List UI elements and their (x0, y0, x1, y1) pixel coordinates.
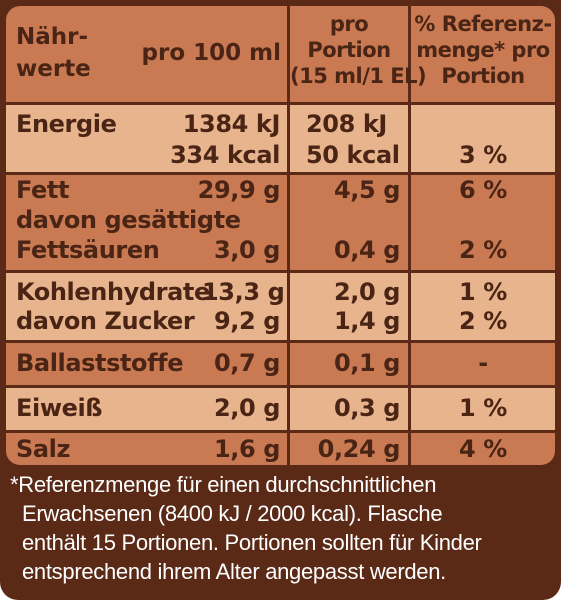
header-pro-100ml: pro 100 ml (141, 40, 281, 66)
energie-portion-kcal: 50 kcal (306, 141, 400, 169)
kohlenhydrate-ri: 1 % (459, 278, 507, 306)
kohlenhydrate-per100: 13,3 g (202, 278, 285, 306)
header-werte: werte (16, 56, 91, 82)
energie-per100-kj: 1384 kJ (182, 110, 281, 138)
zucker-portion: 1,4 g (333, 307, 400, 335)
salz-per100: 1,6 g (213, 435, 280, 463)
kohlenhydrate-band (6, 273, 555, 340)
nutrition-table: Nähr- werte pro 100 ml pro Portion (15 m… (6, 6, 555, 465)
kohlenhydrate-label: Kohlenhydrate (16, 278, 210, 306)
header-band (6, 6, 555, 102)
eiweiss-per100: 2,0 g (213, 394, 280, 422)
header-referenz: % Referenz- (414, 12, 552, 36)
header-portion: Portion (307, 38, 391, 62)
salz-band (6, 433, 555, 465)
gesaettigt-label-1: davon gesättigte (16, 206, 241, 234)
column-divider (408, 6, 411, 465)
salz-label: Salz (16, 435, 71, 463)
energie-band (6, 105, 555, 172)
ballaststoffe-portion: 0,1 g (333, 349, 400, 377)
ballaststoffe-label: Ballaststoffe (16, 349, 184, 377)
salz-portion: 0,24 g (317, 435, 401, 463)
gesaettigt-ri: 2 % (459, 236, 507, 264)
eiweiss-label: Eiweiß (16, 394, 103, 422)
header-portion-size: (15 ml/1 EL) (290, 64, 427, 88)
energie-portion-kj: 208 kJ (306, 110, 387, 138)
fett-band (6, 175, 555, 270)
eiweiss-band (6, 388, 555, 430)
kohlenhydrate-portion: 2,0 g (333, 278, 400, 306)
eiweiss-ri: 1 % (459, 394, 507, 422)
footnote: *Referenzmenge für einen durchschnittlic… (10, 470, 555, 586)
gesaettigt-portion: 0,4 g (333, 236, 400, 264)
header-portion-ri: Portion (441, 64, 525, 88)
header-menge-pro: menge* pro (416, 38, 550, 62)
ballaststoffe-ri: - (478, 349, 488, 377)
fett-label: Fett (16, 176, 70, 204)
footnote-line: Erwachsenen (8400 kJ / 2000 kcal). Flasc… (22, 501, 443, 526)
footnote-line: entsprechend ihrem Alter angepasst werde… (22, 559, 446, 584)
fett-ri: 6 % (459, 176, 507, 204)
gesaettigt-label-2: Fettsäuren (16, 236, 160, 264)
zucker-label: davon Zucker (16, 307, 195, 335)
footnote-line: enthält 15 Portionen. Portionen sollten … (22, 530, 482, 555)
energie-ri: 3 % (459, 141, 507, 169)
zucker-per100: 9,2 g (213, 307, 280, 335)
eiweiss-portion: 0,3 g (333, 394, 400, 422)
ballaststoffe-band (6, 343, 555, 385)
energie-per100-kcal: 334 kcal (170, 141, 280, 169)
header-pro: pro (329, 12, 369, 36)
gesaettigt-per100: 3,0 g (213, 236, 280, 264)
footnote-line: *Referenzmenge für einen durchschnittlic… (10, 472, 437, 497)
column-divider (287, 6, 290, 465)
salz-ri: 4 % (459, 435, 507, 463)
header-naehr: Nähr- (16, 24, 89, 50)
ballaststoffe-per100: 0,7 g (213, 349, 280, 377)
zucker-ri: 2 % (459, 307, 507, 335)
fett-per100: 29,9 g (197, 176, 281, 204)
energie-label: Energie (16, 110, 117, 138)
fett-portion: 4,5 g (333, 176, 400, 204)
